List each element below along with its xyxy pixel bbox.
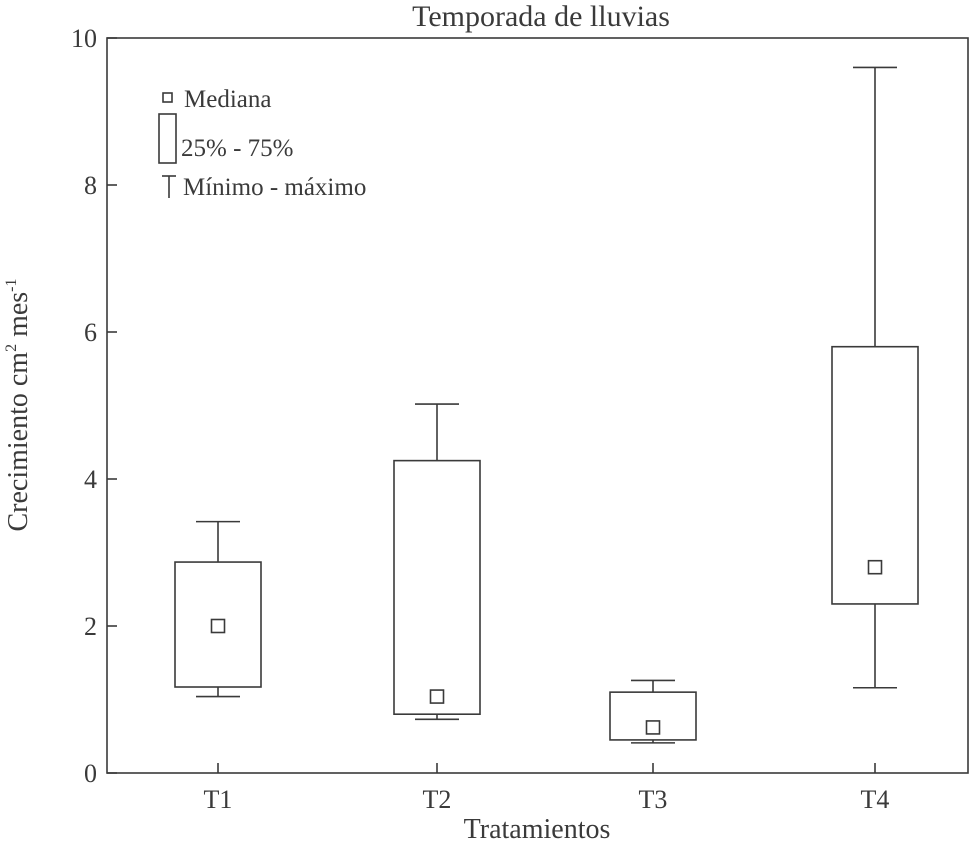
box-T3	[609, 679, 697, 744]
x-tick-label-T2: T2	[423, 785, 452, 814]
iqr-box-T1	[174, 561, 262, 688]
y-tick-label-10: 10	[71, 24, 97, 53]
legend-box-label: 25% - 75%	[181, 135, 293, 162]
y-tick-label-4: 4	[84, 465, 97, 494]
boxes	[174, 66, 919, 744]
y-tick-label-6: 6	[84, 318, 97, 347]
iqr-box-T3	[609, 691, 697, 741]
legend-median-label: Mediana	[184, 86, 271, 113]
median-marker-T1	[210, 618, 226, 634]
iqr-box-T4	[831, 345, 919, 605]
median-marker-T4	[867, 559, 883, 575]
iqr-box-T2	[393, 459, 481, 715]
median-marker-T3	[645, 720, 661, 735]
y-axis-label-mes: mes	[3, 292, 34, 344]
x-axis-label: Tratamientos	[464, 814, 611, 842]
median-marker-T2	[429, 689, 445, 704]
y-tick-label-2: 2	[84, 612, 97, 641]
legend: Mediana 25% - 75% Mínimo - máximo	[158, 86, 366, 201]
y-axis: 0 2 4 6 8 10	[71, 24, 117, 788]
y-axis-label-sup-2: 2	[3, 344, 20, 352]
y-axis-label-sup-minus1: -1	[3, 278, 20, 291]
box-T4	[831, 66, 919, 689]
x-tick-label-T1: T1	[204, 785, 233, 814]
plot-frame	[106, 37, 969, 774]
x-tick-label-T3: T3	[639, 785, 668, 814]
box-T1	[174, 520, 262, 698]
legend-box-icon	[158, 113, 177, 164]
y-axis-label-main: Crecimiento cm	[3, 352, 34, 532]
x-tick-label-T4: T4	[861, 785, 890, 814]
legend-range-label: Mínimo - máximo	[183, 174, 366, 201]
chart-title: Temporada de lluvias	[412, 0, 670, 33]
y-axis-label: Crecimiento cm2 mes-1	[3, 278, 34, 531]
x-axis: T1 T2 T3 T4	[204, 763, 890, 814]
y-tick-label-8: 8	[84, 171, 97, 200]
legend-median-icon	[162, 92, 173, 103]
y-tick-label-0: 0	[84, 759, 97, 788]
box-T2	[393, 403, 481, 721]
